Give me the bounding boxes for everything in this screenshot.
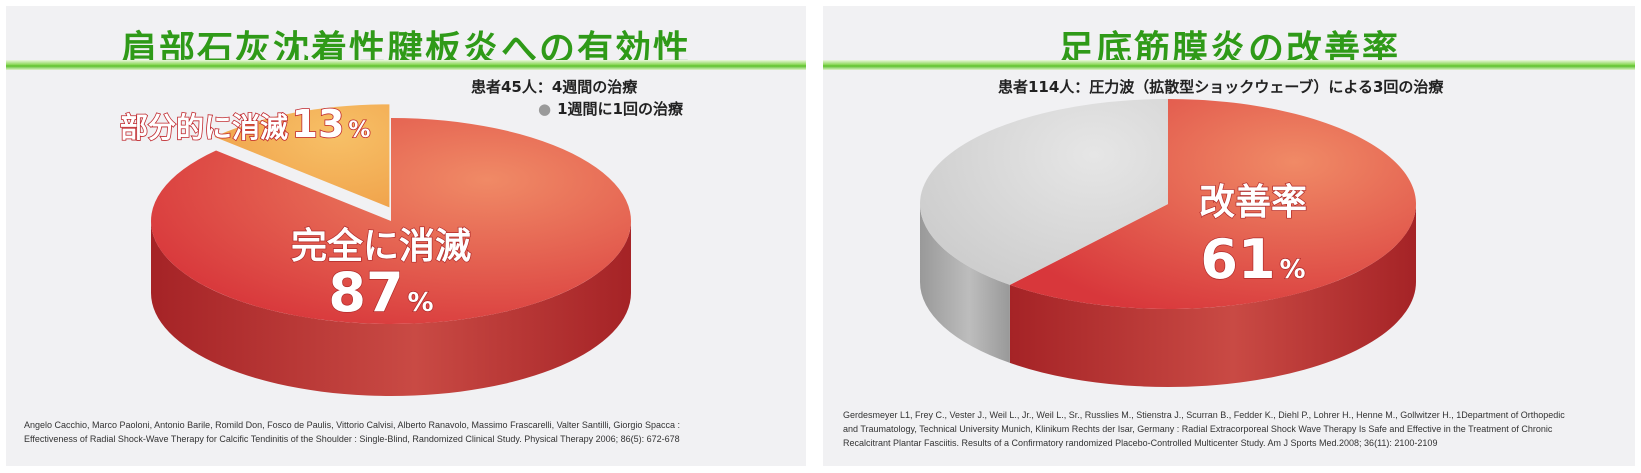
right-slide: 足底筋膜炎の改善率 患者114人：圧力波（拡散型ショックウェーブ）による3回の治… xyxy=(823,6,1635,466)
slice-complete-side xyxy=(151,221,631,396)
slice-improved-side xyxy=(1009,204,1416,387)
label-complete: 完全に消滅 xyxy=(291,225,471,267)
left-citation: Angelo Cacchio, Marco Paoloni, Antonio B… xyxy=(24,418,794,446)
right-citation: Gerdesmeyer L1, Frey C., Vester J., Weil… xyxy=(843,408,1623,450)
right-citation-line-3: Recalcitrant Plantar Fasciitis. Results … xyxy=(843,438,1438,448)
slice-improved xyxy=(1009,99,1416,309)
value-improved: 61% xyxy=(1200,228,1305,291)
bullet-icon: ● xyxy=(538,100,552,118)
slice-complete xyxy=(151,118,631,324)
value-partial: 13% xyxy=(292,102,371,146)
left-note: ● 1週間に1回の治療 xyxy=(538,98,683,119)
right-citation-line-2: and Traumatology, Technical University M… xyxy=(843,424,1553,434)
left-subtitle: 患者45人：4週間の治療 xyxy=(471,78,638,96)
right-title-rule xyxy=(823,60,1635,70)
left-citation-line-2: Effectiveness of Radial Shock-Wave Thera… xyxy=(24,434,680,444)
slice-other-side xyxy=(920,204,1010,363)
left-title-rule xyxy=(6,60,806,70)
left-citation-line-1: Angelo Cacchio, Marco Paoloni, Antonio B… xyxy=(24,420,680,430)
left-note-text: 1週間に1回の治療 xyxy=(557,100,683,118)
value-complete: 87% xyxy=(328,261,433,324)
right-subtitle: 患者114人：圧力波（拡散型ショックウェーブ）による3回の治療 xyxy=(998,78,1444,96)
right-citation-line-1: Gerdesmeyer L1, Frey C., Vester J., Weil… xyxy=(843,410,1565,420)
label-partial: 部分的に消滅 xyxy=(120,111,288,144)
slice-other xyxy=(919,99,1168,285)
slice-partial xyxy=(214,104,390,208)
left-slide: 肩部石灰沈着性腱板炎への有効性 患者45人：4週間の治療 ● 1週間に1回の治療 … xyxy=(6,6,806,466)
label-improved: 改善率 xyxy=(1199,182,1307,223)
right-pie-chart: 改善率 61% xyxy=(919,99,1416,387)
